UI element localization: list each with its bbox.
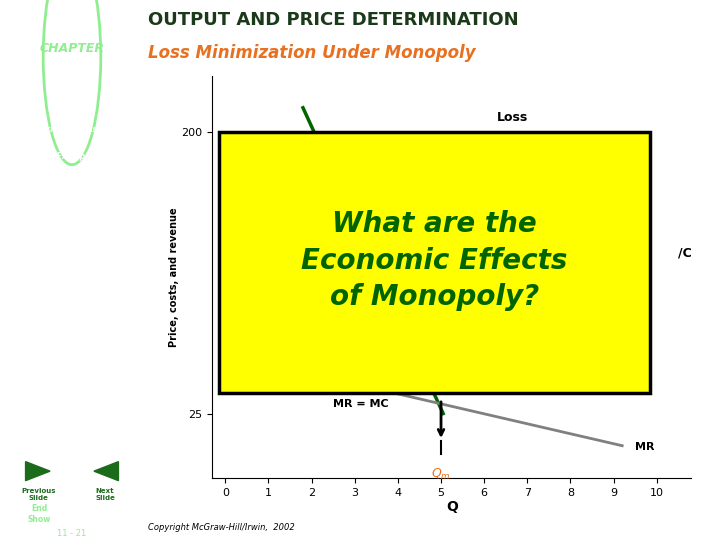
Text: Barriers to Entry: Barriers to Entry [12,179,83,188]
Y-axis label: Price, costs, and revenue: Price, costs, and revenue [168,207,179,347]
Text: Copyright McGraw-Hill/Irwin,  2002: Copyright McGraw-Hill/Irwin, 2002 [148,523,294,532]
Text: End
Show: End Show [27,504,50,524]
Polygon shape [94,462,118,481]
X-axis label: Q: Q [446,501,458,515]
Text: Output & Price
Discrimination: Output & Price Discrimination [12,309,75,328]
Text: Previous
Slide: Previous Slide [22,488,56,501]
Text: CHAPTER: CHAPTER [40,42,104,55]
Polygon shape [26,462,50,481]
Text: Key Terms: Key Terms [12,444,55,453]
Text: Regulated Monopoly: Regulated Monopoly [12,417,99,426]
Text: Next
Slide: Next Slide [95,488,115,501]
Text: Loss Minimization Under Monopoly: Loss Minimization Under Monopoly [148,44,475,62]
Text: Monopoly Demand: Monopoly Demand [12,244,91,253]
Text: Price Discrimination: Price Discrimination [12,384,98,393]
Text: Monopoly Revenues
& Costs: Monopoly Revenues & Costs [12,271,97,291]
Text: Monopoly Examples: Monopoly Examples [12,152,97,161]
Text: Four Market Models: Four Market Models [12,125,96,134]
Text: OUTPUT AND PRICE DETERMINATION: OUTPUT AND PRICE DETERMINATION [148,10,518,29]
Text: MR = MC: MR = MC [333,399,389,409]
Text: Loss: Loss [497,111,528,124]
Text: The Natural
Monopoly Case: The Natural Monopoly Case [12,206,76,226]
Text: Inefficiency of Pure
Monopoly: Inefficiency of Pure Monopoly [12,347,95,366]
Text: MR: MR [635,442,654,453]
FancyBboxPatch shape [219,132,650,393]
Text: /C: /C [678,246,692,259]
Text: $Q_m$: $Q_m$ [431,467,451,482]
Text: What are the
Economic Effects
of Monopoly?: What are the Economic Effects of Monopol… [302,210,568,312]
Text: 11 - 21: 11 - 21 [58,529,86,538]
Polygon shape [91,502,111,519]
